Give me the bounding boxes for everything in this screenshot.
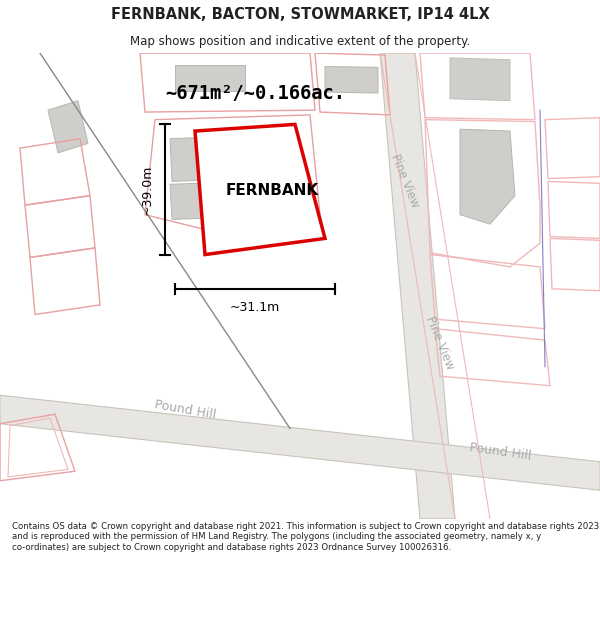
Text: Map shows position and indicative extent of the property.: Map shows position and indicative extent… bbox=[130, 35, 470, 48]
Polygon shape bbox=[170, 181, 252, 219]
Text: ~31.1m: ~31.1m bbox=[230, 301, 280, 314]
Text: FERNBANK: FERNBANK bbox=[226, 183, 319, 198]
Text: Pine View: Pine View bbox=[388, 152, 422, 210]
Text: Pound Hill: Pound Hill bbox=[153, 398, 217, 421]
Text: Pine View: Pine View bbox=[424, 314, 457, 372]
Text: Contains OS data © Crown copyright and database right 2021. This information is : Contains OS data © Crown copyright and d… bbox=[12, 522, 599, 552]
Polygon shape bbox=[175, 64, 245, 91]
Polygon shape bbox=[325, 66, 378, 93]
Text: ~671m²/~0.166ac.: ~671m²/~0.166ac. bbox=[165, 84, 345, 102]
Polygon shape bbox=[0, 395, 600, 490]
Polygon shape bbox=[170, 136, 252, 181]
Polygon shape bbox=[460, 129, 515, 224]
Text: Pound Hill: Pound Hill bbox=[468, 441, 532, 463]
Polygon shape bbox=[195, 124, 325, 254]
Text: ~39.0m: ~39.0m bbox=[140, 164, 154, 214]
Polygon shape bbox=[450, 58, 510, 101]
Polygon shape bbox=[48, 101, 88, 153]
Polygon shape bbox=[380, 53, 455, 519]
Text: FERNBANK, BACTON, STOWMARKET, IP14 4LX: FERNBANK, BACTON, STOWMARKET, IP14 4LX bbox=[110, 8, 490, 22]
